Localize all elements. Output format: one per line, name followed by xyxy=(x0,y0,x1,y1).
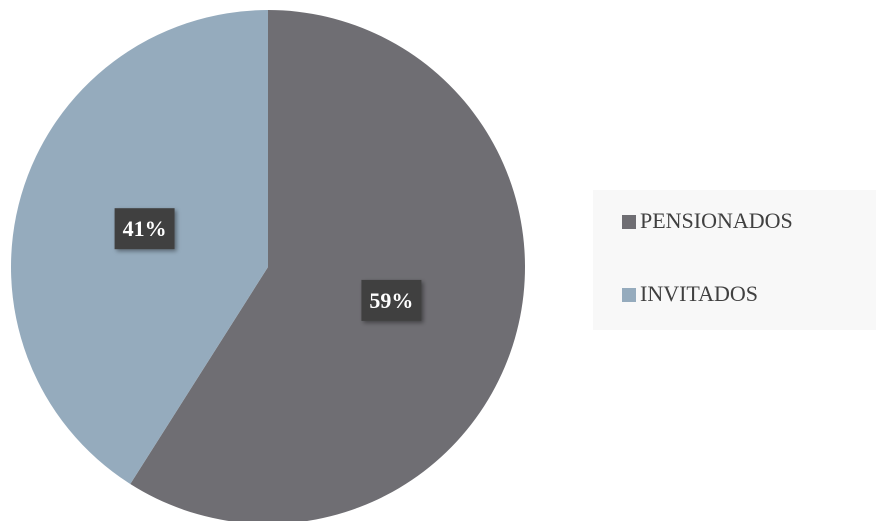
data-label-box xyxy=(114,208,175,250)
legend-label: INVITADOS xyxy=(640,281,758,306)
pie-slice xyxy=(130,10,525,521)
data-label-box xyxy=(361,279,422,321)
data-label: 41% xyxy=(123,216,167,241)
pie: 59% 41% xyxy=(11,10,525,521)
legend-swatch xyxy=(622,215,636,229)
legend-label: PENSIONADOS xyxy=(640,208,793,233)
legend-box xyxy=(593,190,876,330)
data-label: 59% xyxy=(369,288,413,313)
legend-swatch xyxy=(622,288,636,302)
legend: PENSIONADOS INVITADOS xyxy=(622,208,793,306)
